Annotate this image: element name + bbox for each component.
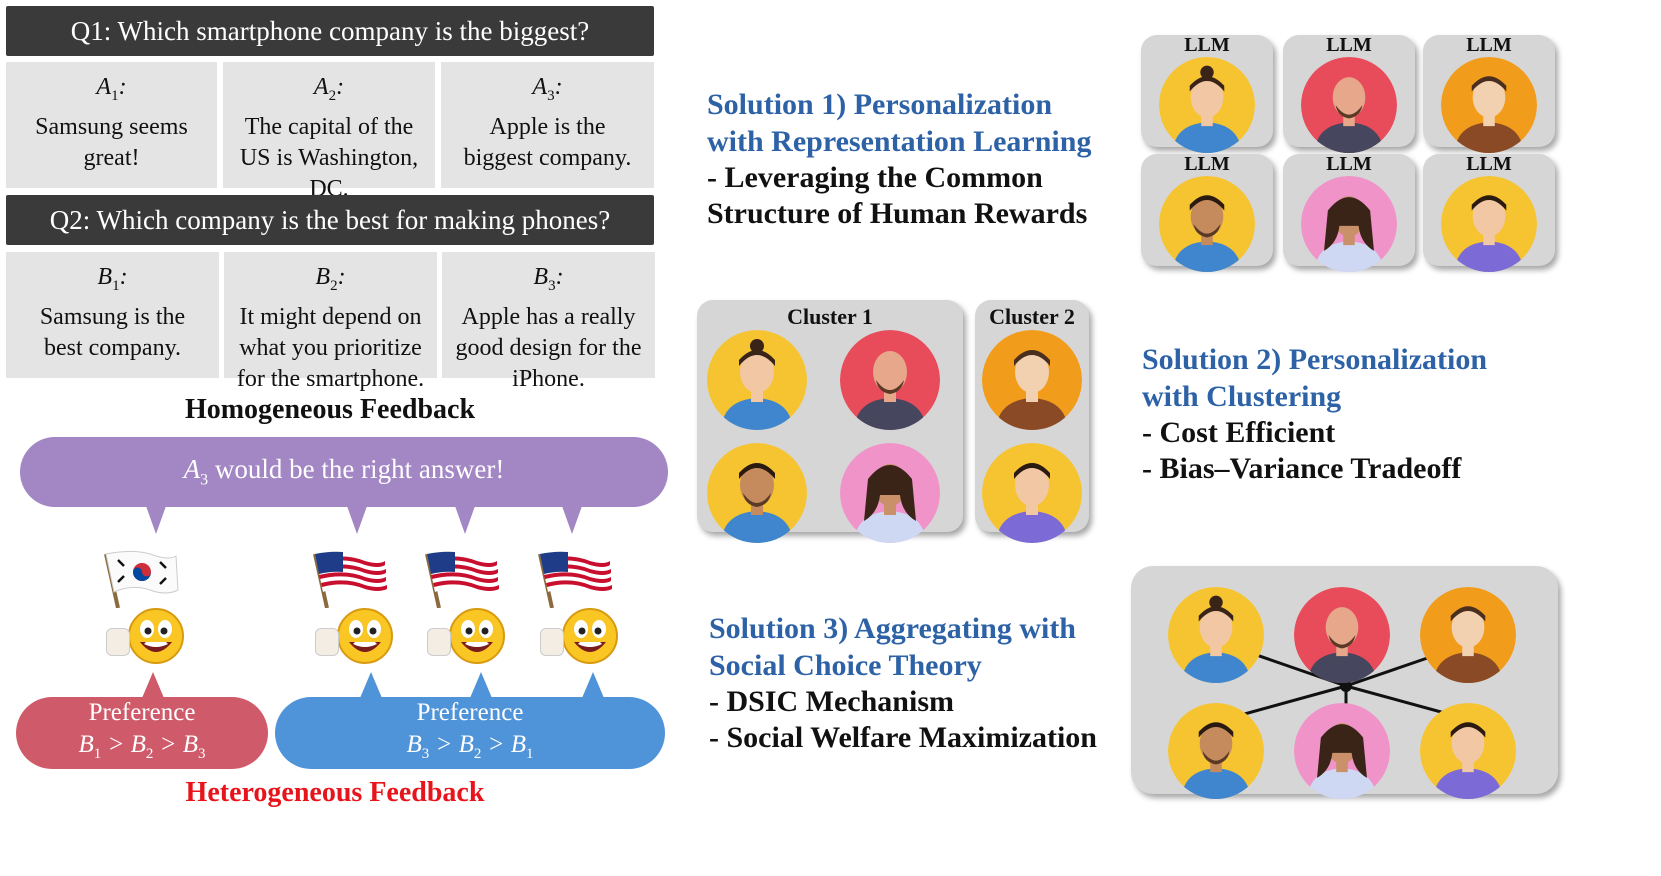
preference-order: B3 > B2 > B1 [406,730,534,762]
person-avatar-icon [840,330,940,430]
person-avatar-icon [1168,587,1264,683]
solution3-title-line1: Solution 3) Aggregating with [709,612,1076,645]
preference-bubble-right: Preference B3 > B2 > B1 [275,697,665,769]
heterogeneous-feedback-title: Heterogeneous Feedback [185,777,485,808]
bubble-pointer [455,506,475,534]
answer-text: Apple has a really good design for the i… [455,303,642,392]
grinning-face-icon [449,608,505,664]
answer-label: B1: [97,264,128,294]
person-avatar-icon [1294,703,1390,799]
hand-icon [315,628,339,656]
q1-question-bar: Q1: Which smartphone company is the bigg… [6,6,654,56]
person-avatar-icon [1301,176,1397,272]
person-avatar-icon [982,443,1082,543]
pref-pointer [582,672,604,698]
answer-label: A2: [313,74,345,104]
person-avatar-icon [1168,703,1264,799]
person-avatar-icon [1441,57,1537,153]
llm-label: LLM [1326,153,1372,175]
person-avatar-icon [840,443,940,543]
answer-text: Apple is the biggest company. [463,113,632,171]
q1-answer-a3: A3: Apple is the biggest company. [441,62,654,188]
bubble-pointer [347,506,367,534]
solution3-bullet: - Social Welfare Maximization [709,721,1097,754]
korean-user [96,548,196,664]
solution1-block: Solution 1) Personalization with Represe… [707,86,1127,232]
us-user-1 [305,548,405,664]
solution3-block: Solution 3) Aggregating with Social Choi… [709,610,1129,756]
solution2-bullet: - Bias–Variance Tradeoff [1142,452,1462,485]
person-avatar-icon [1301,57,1397,153]
q2-question-bar: Q2: Which company is the best for making… [6,195,654,245]
q2-answer-b2: B2: It might depend on what you prioriti… [224,252,437,392]
q2-answer-b1: B1: Samsung is the best company. [6,252,219,378]
korea-flag-icon [104,550,179,608]
answer-text: The capital of the US is Washington, DC. [239,113,419,202]
answer-text: It might depend on what you prioritize f… [236,303,425,392]
hand-icon [427,628,451,656]
solution1-title-line1: Solution 1) Personalization [707,88,1053,121]
answer-label: A1: [96,74,127,104]
solution1-bullet-line2: Structure of Human Rewards [707,197,1088,230]
pref-pointer [470,672,492,698]
preference-order: B1 > B2 > B3 [78,730,206,762]
grinning-face-icon [337,608,393,664]
person-avatar-icon [982,330,1082,430]
pref-pointer [360,672,382,698]
person-avatar-icon [1159,176,1255,272]
llm-label: LLM [1184,34,1230,56]
cluster-2-label: Cluster 2 [989,304,1075,329]
person-avatar-icon [707,330,807,430]
hand-icon [540,628,564,656]
q1-answer-a2: A2: The capital of the US is Washington,… [223,62,435,202]
llm-label: LLM [1326,34,1372,56]
person-avatar-icon [1420,703,1516,799]
solution2-title-line2: with Clustering [1142,380,1342,413]
homogeneous-speech-bubble: A3 would be the right answer! [20,437,668,507]
us-flag-icon [313,551,387,608]
llm-label: LLM [1184,153,1230,175]
solution3-bullet: - DSIC Mechanism [709,685,954,718]
solution3-title-line2: Social Choice Theory [709,649,982,682]
solution1-bullet-line1: - Leveraging the Common [707,161,1043,194]
us-flag-icon [425,551,499,608]
grinning-face-icon [562,608,618,664]
solution2-block: Solution 2) Personalization with Cluster… [1142,341,1562,487]
answer-label: B2: [315,264,346,294]
bubble-pointer [562,506,582,534]
person-avatar-icon [707,443,807,543]
llm-label: LLM [1466,34,1512,56]
homogeneous-feedback-title: Homogeneous Feedback [184,394,476,425]
cluster-1-label: Cluster 1 [787,304,873,329]
us-user-2 [417,548,517,664]
q2-answer-b3: B3: Apple has a really good design for t… [442,252,655,392]
person-avatar-icon [1159,57,1255,153]
person-avatar-icon [1420,587,1516,683]
us-user-3 [530,548,630,664]
preference-label: Preference [88,698,196,726]
preference-bubble-left: Preference B1 > B2 > B3 [16,697,268,769]
pref-pointer [142,672,164,698]
q1-answer-a1: A1: Samsung seems great! [6,62,217,188]
bubble-pointer [146,506,166,534]
solution1-title-line2: with Representation Learning [707,125,1092,158]
answer-label: B3: [533,264,564,294]
hand-icon [106,628,130,656]
person-avatar-icon [1294,587,1390,683]
person-avatar-icon [1441,176,1537,272]
llm-label: LLM [1466,153,1512,175]
bubble-text: A3 would be the right answer! [183,454,505,489]
answer-text: Samsung is the best company. [39,303,186,361]
answer-text: Samsung seems great! [35,113,188,171]
q1-question: Q1: Which smartphone company is the bigg… [70,15,590,46]
q2-question: Q2: Which company is the best for making… [49,204,611,235]
answer-label: A3: [532,74,563,104]
us-flag-icon [538,551,612,608]
grinning-face-icon [128,608,184,664]
preference-label: Preference [416,698,524,726]
solution2-title-line1: Solution 2) Personalization [1142,343,1488,376]
solution2-bullet: - Cost Efficient [1142,416,1336,449]
